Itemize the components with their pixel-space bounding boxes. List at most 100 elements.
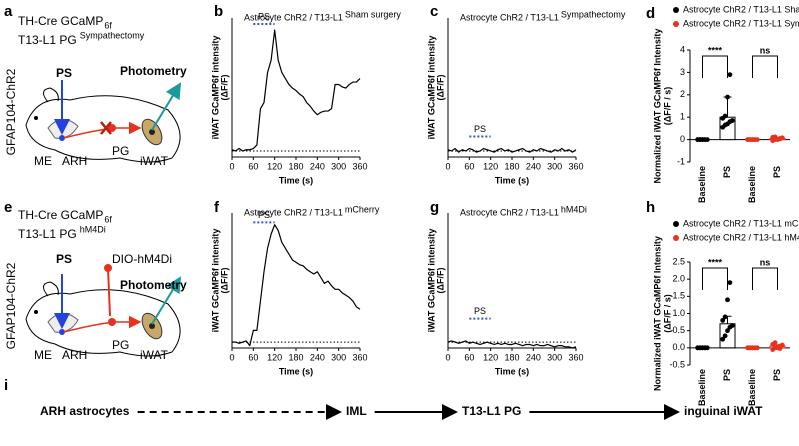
y-tick-label: 2.5 bbox=[672, 256, 685, 266]
y-axis-label: Normalized iWAT GCaMP6f Intensity bbox=[652, 29, 662, 184]
y-axis-label: (ΔF/F) bbox=[219, 75, 229, 101]
data-point bbox=[725, 328, 730, 334]
significance-bracket bbox=[752, 267, 778, 290]
x-tick-label: 180 bbox=[288, 161, 303, 171]
y-axis-label: (ΔF/F / s) bbox=[662, 294, 672, 332]
y-tick-label: 0.5 bbox=[672, 325, 685, 335]
x-tick-label: 360 bbox=[568, 352, 583, 362]
mouse-outline bbox=[25, 289, 181, 357]
x-axis-label: Time (s) bbox=[495, 366, 529, 376]
significance-bracket bbox=[702, 267, 728, 290]
x-tick-label: 60 bbox=[464, 161, 474, 171]
data-point bbox=[702, 345, 708, 351]
x-tick-label: PS bbox=[722, 369, 732, 381]
x-tick-label: 360 bbox=[568, 161, 583, 171]
x-tick-label: Baseline bbox=[697, 166, 707, 203]
genotype: TH-Cre GCaMP bbox=[18, 14, 103, 28]
ganglion-label: T13-L1 PG bbox=[18, 227, 77, 241]
panel-label: e bbox=[4, 199, 12, 216]
x-tick-label: 240 bbox=[310, 161, 325, 171]
trace-title: Astrocyte ChR2 / T13-L1 bbox=[460, 207, 559, 217]
x-tick-label: 360 bbox=[352, 161, 367, 171]
pathway-node: IML bbox=[346, 404, 367, 418]
x-tick-label: 120 bbox=[483, 161, 498, 171]
x-tick-label: 300 bbox=[331, 352, 346, 362]
genotype: TH-Cre GCaMP bbox=[18, 208, 103, 222]
x-tick-label: 0 bbox=[445, 352, 450, 362]
y-axis-label: (ΔF/F) bbox=[435, 75, 445, 101]
x-tick-label: Baseline bbox=[747, 166, 757, 203]
mouse-ear bbox=[43, 87, 59, 103]
data-point bbox=[729, 323, 735, 328]
ganglion bbox=[108, 124, 116, 132]
y-tick-label: 3 bbox=[680, 67, 685, 77]
region-label: ARH bbox=[62, 154, 87, 168]
region-label: PG bbox=[112, 144, 129, 158]
y-tick-label: 2 bbox=[680, 89, 685, 99]
panel-label: g bbox=[430, 199, 439, 216]
trace-title: Astrocyte ChR2 / T13-L1 bbox=[244, 12, 343, 22]
data-point bbox=[777, 136, 783, 142]
panel-label: h bbox=[646, 199, 655, 216]
x-axis-label: Time (s) bbox=[279, 366, 313, 376]
mouse-outline bbox=[25, 95, 181, 163]
data-point bbox=[777, 346, 783, 351]
x-axis-label: Time (s) bbox=[495, 175, 529, 185]
virus-tip bbox=[104, 264, 112, 272]
x-tick-label: 180 bbox=[504, 161, 519, 171]
y-tick-label: -1 bbox=[677, 156, 685, 166]
data-point bbox=[729, 118, 735, 123]
y-axis-label: iWAT GCaMP6f intensity bbox=[210, 229, 220, 333]
region-label: ARH bbox=[62, 348, 87, 362]
legend-marker bbox=[673, 235, 679, 241]
photometry-label: Photometry bbox=[120, 64, 187, 78]
ps-label: PS bbox=[56, 252, 72, 266]
mouse-line: GFAP104-ChR2 bbox=[4, 68, 18, 155]
x-tick-label: Baseline bbox=[697, 369, 707, 406]
x-tick-label: 180 bbox=[504, 352, 519, 362]
x-tick-label: 240 bbox=[310, 352, 325, 362]
trace bbox=[447, 340, 577, 349]
panel-label: d bbox=[646, 5, 655, 22]
arh bbox=[59, 329, 65, 335]
legend-marker bbox=[673, 7, 679, 13]
ps-label: PS bbox=[56, 66, 72, 80]
mouse-eye bbox=[34, 310, 38, 314]
x-tick-label: 120 bbox=[267, 352, 282, 362]
y-tick-label: 2.0 bbox=[672, 274, 685, 284]
x-tick-label: 0 bbox=[445, 161, 450, 171]
ganglion-label: T13-L1 PG bbox=[18, 33, 77, 47]
x-tick-label: PS bbox=[722, 166, 732, 178]
trace bbox=[231, 29, 361, 152]
data-point bbox=[725, 297, 730, 303]
legend-label: Astrocyte ChR2 / T13-L1 Sympathectomy bbox=[683, 18, 799, 28]
x-tick-label: PS bbox=[772, 166, 782, 178]
x-tick-label: PS bbox=[772, 369, 782, 381]
photometry-label: Photometry bbox=[120, 278, 187, 292]
legend-label: Astrocyte ChR2 / T13-L1 mCherry bbox=[683, 218, 799, 228]
x-tick-label: 180 bbox=[288, 352, 303, 362]
region-label: ME bbox=[34, 154, 52, 168]
significance-label: ns bbox=[760, 45, 771, 55]
trace-note: Sham surgery bbox=[345, 9, 402, 19]
y-tick-label: 4 bbox=[680, 44, 685, 54]
significance-bracket bbox=[752, 55, 778, 78]
genotype-sub: 6f bbox=[104, 214, 112, 224]
trace-note: hM4Di bbox=[561, 204, 587, 214]
arh bbox=[59, 135, 65, 141]
y-axis-label: iWAT GCaMP6f intensity bbox=[426, 36, 436, 140]
legend-label: Astrocyte ChR2 / T13-L1 hM4Di bbox=[683, 232, 799, 242]
x-tick-label: 240 bbox=[526, 161, 541, 171]
x-tick-label: Baseline bbox=[747, 369, 757, 406]
trace bbox=[447, 147, 577, 153]
x-axis-label: Time (s) bbox=[279, 175, 313, 185]
panel-label: c bbox=[430, 3, 438, 20]
x-tick-label: 0 bbox=[229, 352, 234, 362]
y-tick-label: -0.5 bbox=[669, 359, 685, 369]
photometry-arrow bbox=[151, 82, 182, 131]
x-tick-label: 300 bbox=[547, 161, 562, 171]
trace bbox=[232, 224, 361, 347]
trace-note: mCherry bbox=[345, 204, 380, 214]
mouse-ear bbox=[43, 281, 59, 297]
virus-label: DIO-hM4Di bbox=[112, 252, 172, 266]
